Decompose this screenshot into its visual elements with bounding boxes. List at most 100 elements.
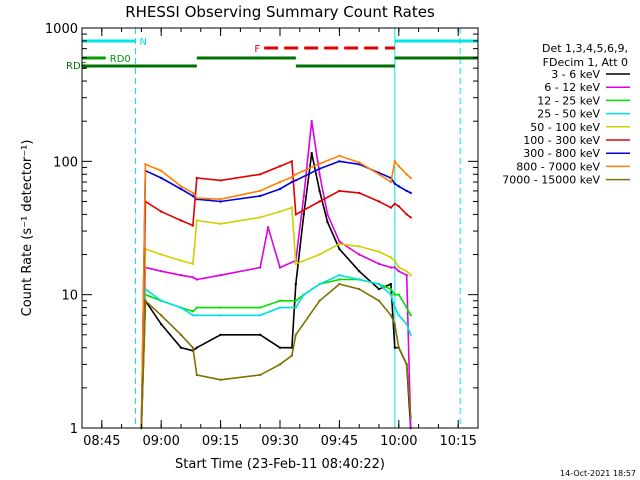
series-5-point — [358, 191, 361, 195]
series-4-point — [278, 210, 282, 213]
series-4-point — [377, 250, 381, 253]
x-tick-label: 09:45 — [321, 434, 358, 449]
series-0-point — [338, 247, 341, 251]
series-5-point — [389, 206, 393, 209]
night-flag-label: N — [139, 37, 146, 48]
series-0-point — [179, 346, 183, 349]
series-3-point — [294, 306, 297, 309]
series-6-point — [294, 179, 297, 182]
series-7-point — [160, 169, 163, 172]
series-4-point — [393, 259, 396, 262]
series-1-point — [326, 213, 329, 216]
series-line-8 — [140, 283, 412, 429]
series-8-point — [397, 346, 400, 349]
legend-label-5: 100 - 300 keV — [523, 134, 600, 147]
series-5-point — [195, 176, 198, 180]
series-3-point — [405, 323, 408, 326]
y-axis-ticks: 1 10 100 1000 — [45, 22, 478, 437]
series-7-point — [393, 160, 396, 163]
series-4-point — [409, 274, 412, 277]
series-8-point — [278, 363, 282, 366]
series-8-point — [195, 373, 198, 377]
series-7-point — [294, 173, 297, 176]
legend-label-8: 7000 - 15000 keV — [502, 174, 600, 187]
series-8-point — [405, 363, 408, 366]
series-2-point — [278, 299, 282, 302]
series-7-point — [409, 176, 412, 180]
series-6-point — [405, 189, 408, 193]
series-8-point — [338, 282, 341, 286]
series-7-point — [358, 161, 361, 164]
series-3-point — [397, 314, 400, 317]
series-3-point — [160, 299, 163, 302]
series-7-point — [377, 173, 381, 176]
series-2-point — [294, 299, 297, 302]
series-7-point — [290, 176, 294, 179]
y-axis-label: Count Rate (s⁻¹ detector⁻¹) — [20, 140, 35, 317]
series-4-point — [318, 253, 321, 256]
series-4-point — [290, 206, 294, 209]
series-8-point — [294, 333, 297, 336]
series-4-point — [219, 222, 222, 225]
series-6-point — [409, 191, 412, 195]
series-1-point — [160, 270, 163, 273]
series-8-point — [191, 346, 195, 349]
series-0-point — [278, 346, 282, 349]
x-tick-label: 10:00 — [380, 434, 417, 449]
series-3-point — [409, 333, 412, 336]
series-6-point — [278, 187, 282, 191]
series-1-point — [377, 262, 381, 266]
series-layer — [140, 120, 412, 430]
series-7-point — [191, 191, 195, 195]
series-2-point — [195, 306, 198, 309]
series-0-point — [160, 323, 163, 326]
series-6-point — [191, 194, 195, 198]
series-0-point — [195, 346, 198, 349]
series-1-point — [179, 274, 183, 277]
series-1-point — [318, 173, 321, 176]
series-line-3 — [140, 274, 412, 429]
plot-timestamp: 14-Oct-2021 18:57 — [560, 469, 636, 478]
legend-label-4: 50 - 100 keV — [530, 121, 600, 134]
series-5-point — [219, 179, 222, 182]
legend-label-0: 3 - 6 keV — [551, 68, 600, 81]
rd0-flag-label: RD0 — [110, 54, 131, 65]
series-7-point — [389, 180, 393, 184]
series-0-point — [358, 270, 361, 273]
chart-title: RHESSI Observing Summary Count Rates — [125, 3, 435, 21]
series-3-point — [318, 282, 321, 286]
x-tick-label: 09:15 — [202, 434, 239, 449]
series-7-point — [405, 173, 408, 176]
series-6-point — [397, 185, 400, 188]
series-5-point — [409, 216, 412, 219]
series-5-point — [338, 189, 341, 193]
series-1-point — [405, 274, 408, 277]
series-2-point — [191, 310, 195, 313]
series-7-point — [338, 154, 341, 157]
series-1-point — [191, 276, 195, 279]
series-8-point — [160, 314, 163, 317]
series-3-point — [259, 314, 262, 317]
series-8-point — [179, 333, 183, 336]
series-7-point — [219, 198, 222, 201]
series-5-point — [294, 213, 297, 216]
series-4-point — [179, 259, 183, 262]
series-3-point — [338, 274, 341, 277]
series-0-point — [302, 213, 305, 216]
x-axis-ticks: 08:45 09:00 09:15 09:30 09:45 10:00 10:15 — [81, 28, 479, 449]
series-0-point — [294, 282, 297, 286]
series-2-point — [338, 278, 341, 281]
series-1-point — [302, 194, 305, 198]
series-8-point — [259, 373, 262, 377]
y-tick-label: 1000 — [45, 22, 78, 37]
series-1-point — [393, 266, 396, 269]
y-tick-label: 100 — [53, 155, 78, 170]
series-1-point — [278, 266, 282, 269]
series-5-point — [191, 224, 195, 227]
series-4-point — [195, 219, 198, 222]
series-8-point — [409, 416, 412, 419]
series-2-point — [405, 306, 408, 309]
series-8-point — [290, 354, 294, 357]
series-8-point — [377, 299, 381, 302]
